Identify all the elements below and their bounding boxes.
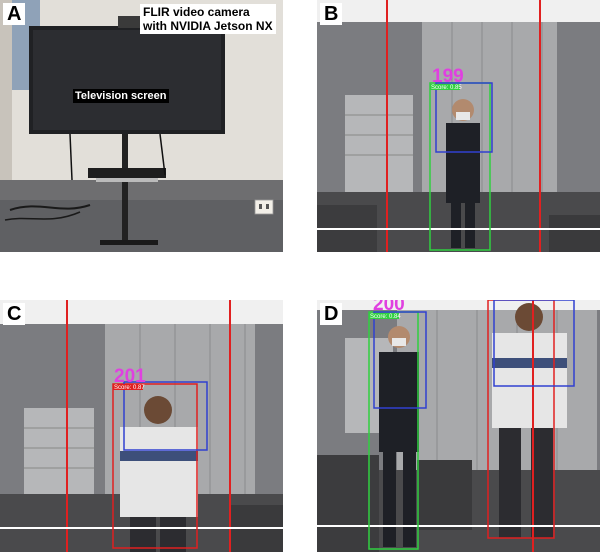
score-label: Score: 0.84 (370, 314, 401, 320)
person-2-bounding-box (487, 300, 555, 539)
panel-c: 201 Score: 0.87 C (0, 300, 283, 552)
camera-callout: FLIR video camera with NVIDIA Jetson NX (140, 4, 276, 34)
panel-d: 200 Score: 0.84 D (317, 300, 600, 552)
shelf (345, 95, 413, 195)
panel-b-letter: B (320, 3, 343, 25)
track-id-label: 200 (373, 300, 405, 315)
panel-c-letter: C (3, 303, 26, 325)
track-id-label: 201 (114, 366, 146, 387)
score-label: Score: 0.85 (431, 85, 462, 91)
panel-b-photo: 199 Score: 0.85 (317, 0, 600, 252)
person-1-face-bounding-box (373, 311, 427, 409)
panel-c-photo: 201 Score: 0.87 (0, 300, 283, 552)
person-1 (379, 326, 419, 547)
camera-callout-line1: FLIR video camera (143, 5, 250, 19)
panel-b: 199 Score: 0.85 B (317, 0, 600, 252)
camera-callout-line2: with NVIDIA Jetson NX (143, 19, 273, 33)
person (446, 99, 480, 248)
person-bounding-box (112, 383, 198, 549)
camera-device (118, 16, 140, 28)
track-id-label: 199 (432, 66, 464, 87)
score-label: Score: 0.87 (114, 385, 145, 391)
panel-d-photo: 200 Score: 0.84 (317, 300, 600, 552)
face-bounding-box (123, 381, 208, 451)
wall-outlet (254, 199, 274, 215)
panel-a: A FLIR video camera with NVIDIA Jetson N… (0, 0, 283, 252)
person (120, 396, 198, 552)
panel-a-photo (0, 0, 283, 252)
television-callout: Television screen (73, 89, 169, 103)
panel-a-letter: A (3, 3, 26, 25)
person-2-face-bounding-box (493, 300, 575, 387)
shelf (24, 408, 94, 498)
face-bounding-box (435, 82, 493, 153)
panel-d-letter: D (320, 303, 343, 325)
